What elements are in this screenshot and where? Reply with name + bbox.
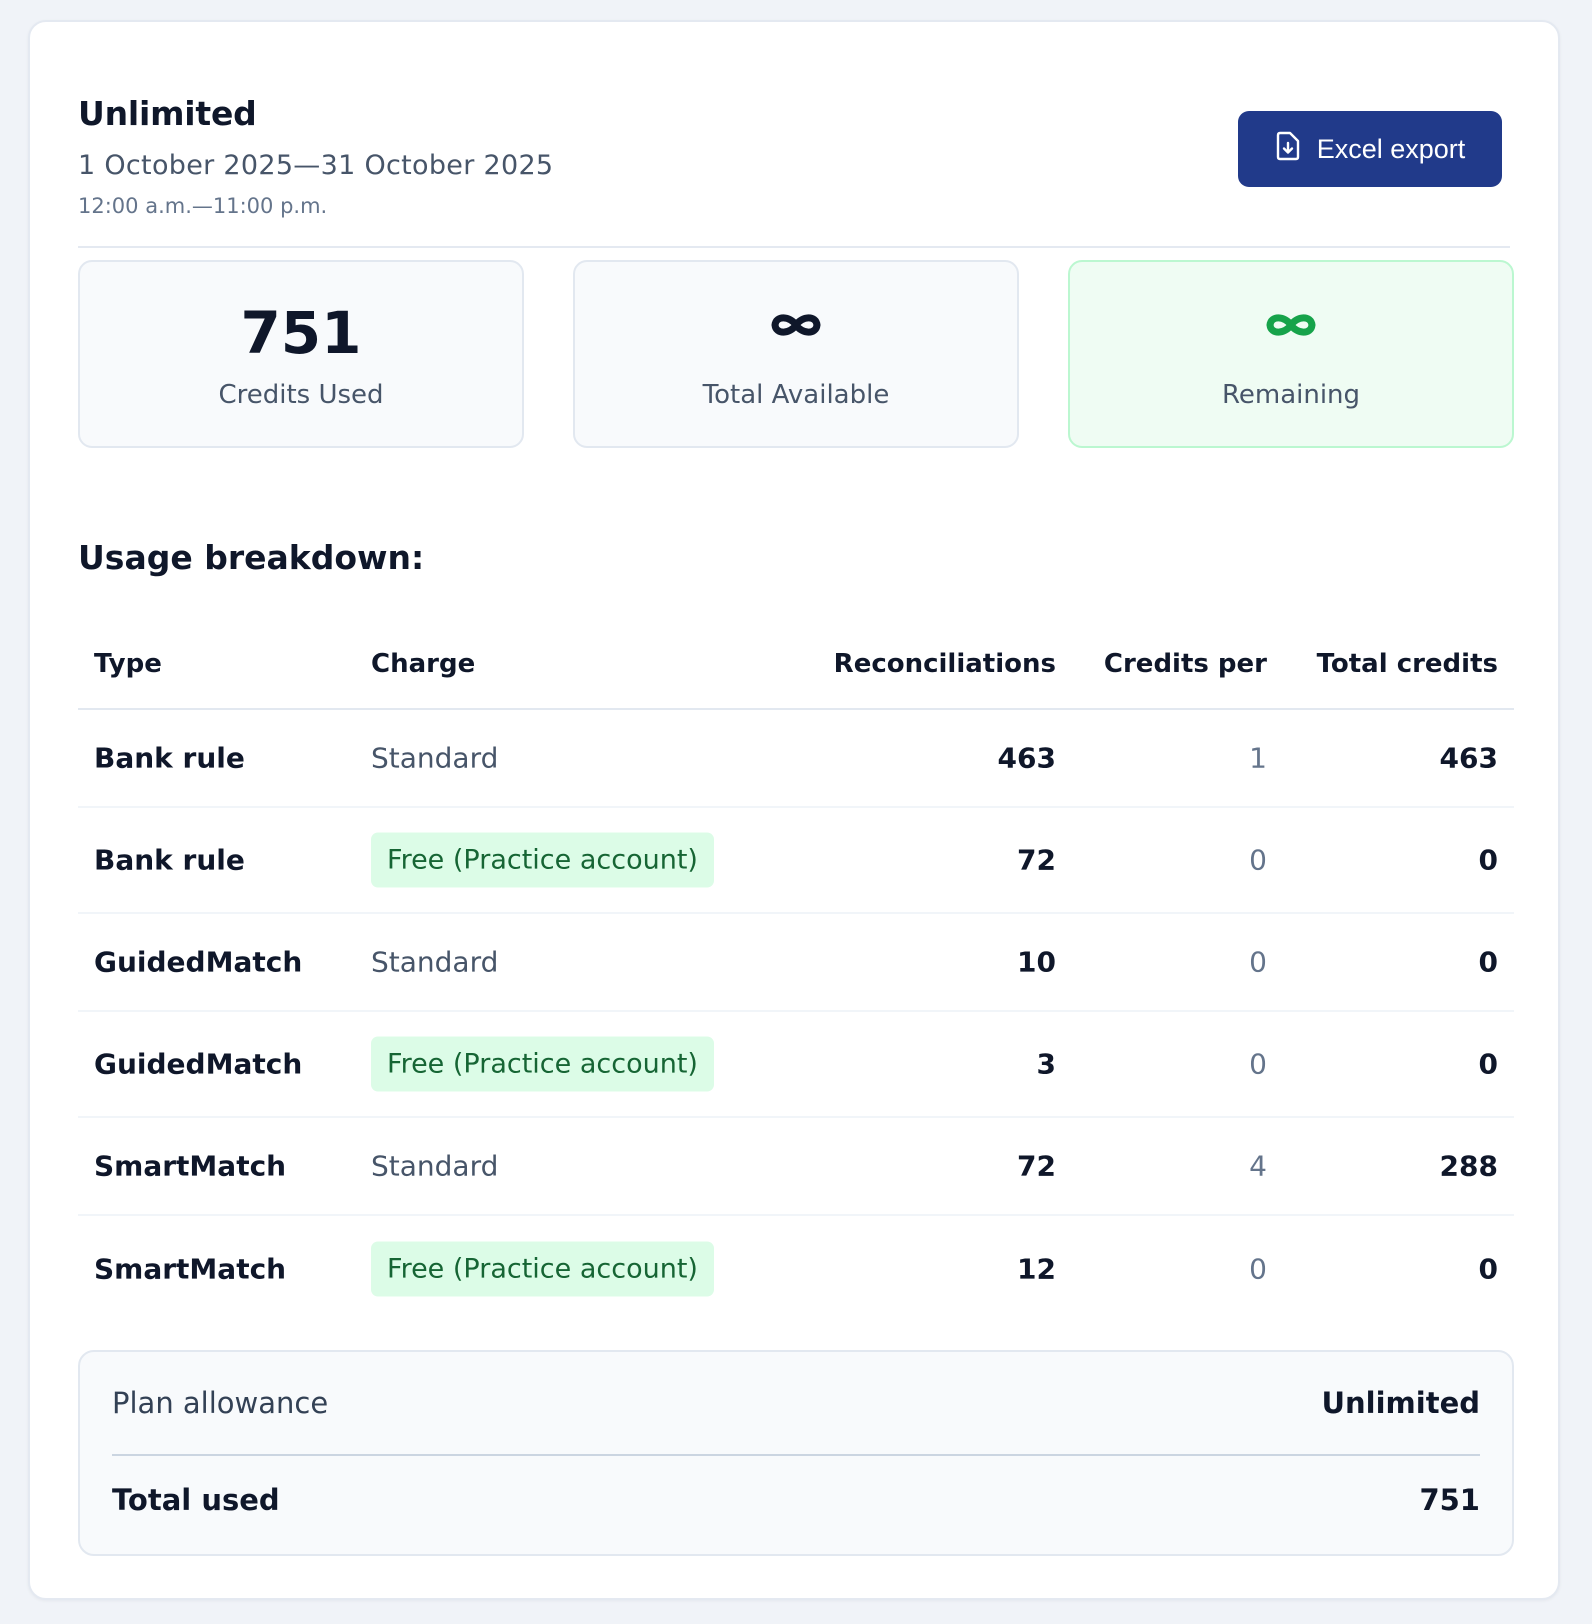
row-charge: Standard bbox=[371, 1149, 499, 1183]
row-credits-per: 0 bbox=[1249, 1047, 1267, 1081]
row-reconciliations: 10 bbox=[1017, 945, 1056, 979]
infinity-icon bbox=[1265, 312, 1317, 342]
usage-breakdown-table: Type Charge Reconciliations Credits per … bbox=[78, 620, 1514, 1322]
row-charge: Free (Practice account) bbox=[371, 1036, 714, 1092]
row-charge: Standard bbox=[371, 741, 499, 775]
row-credits-per: 1 bbox=[1249, 741, 1267, 775]
stat-total-available: Total Available bbox=[573, 260, 1019, 448]
total-available-label: Total Available bbox=[702, 380, 890, 410]
row-type: SmartMatch bbox=[94, 1149, 287, 1183]
row-charge: Standard bbox=[371, 945, 499, 979]
free-badge: Free (Practice account) bbox=[371, 1241, 714, 1297]
row-type: Bank rule bbox=[94, 741, 245, 775]
total-used-value: 751 bbox=[1419, 1483, 1480, 1517]
usage-summary: Plan allowance Unlimited Total used 751 bbox=[78, 1350, 1514, 1556]
stats-row: 751 Credits Used Total Available Remaini… bbox=[78, 260, 1514, 448]
table-row: SmartMatch Free (Practice account) 12 0 … bbox=[78, 1216, 1514, 1322]
row-reconciliations: 12 bbox=[1017, 1252, 1056, 1286]
total-used-row: Total used 751 bbox=[112, 1456, 1480, 1544]
infinity-icon bbox=[770, 312, 822, 342]
table-row: GuidedMatch Free (Practice account) 3 0 … bbox=[78, 1012, 1514, 1118]
usage-breakdown-title: Usage breakdown: bbox=[78, 538, 425, 577]
row-total-credits: 463 bbox=[1439, 741, 1498, 775]
row-type: GuidedMatch bbox=[94, 1047, 303, 1081]
row-total-credits: 0 bbox=[1478, 843, 1498, 877]
credits-used-label: Credits Used bbox=[218, 380, 384, 410]
credits-used-value: 751 bbox=[240, 299, 362, 367]
remaining-label: Remaining bbox=[1221, 380, 1361, 410]
plan-allowance-row: Plan allowance Unlimited bbox=[112, 1352, 1480, 1456]
free-badge: Free (Practice account) bbox=[371, 1036, 714, 1092]
file-download-icon bbox=[1275, 131, 1301, 168]
table-row: SmartMatch Standard 72 4 288 bbox=[78, 1118, 1514, 1216]
usage-header: Unlimited 1 October 2025—31 October 2025… bbox=[78, 70, 1510, 248]
plan-title: Unlimited bbox=[78, 94, 257, 133]
table-row: GuidedMatch Standard 10 0 0 bbox=[78, 914, 1514, 1012]
row-type: Bank rule bbox=[94, 843, 245, 877]
stat-remaining: Remaining bbox=[1068, 260, 1514, 448]
row-reconciliations: 3 bbox=[1036, 1047, 1056, 1081]
row-type: GuidedMatch bbox=[94, 945, 303, 979]
column-header-type: Type bbox=[94, 649, 162, 679]
row-charge: Free (Practice account) bbox=[371, 1241, 714, 1297]
row-reconciliations: 463 bbox=[997, 741, 1056, 775]
row-total-credits: 0 bbox=[1478, 1047, 1498, 1081]
row-total-credits: 288 bbox=[1439, 1149, 1498, 1183]
row-credits-per: 4 bbox=[1249, 1149, 1267, 1183]
row-credits-per: 0 bbox=[1249, 1252, 1267, 1286]
row-credits-per: 0 bbox=[1249, 843, 1267, 877]
plan-allowance-label: Plan allowance bbox=[112, 1386, 329, 1420]
column-header-credits-per: Credits per bbox=[1103, 649, 1267, 679]
row-charge: Free (Practice account) bbox=[371, 832, 714, 888]
row-reconciliations: 72 bbox=[1017, 843, 1056, 877]
total-used-label: Total used bbox=[112, 1483, 280, 1517]
row-total-credits: 0 bbox=[1478, 1252, 1498, 1286]
row-total-credits: 0 bbox=[1478, 945, 1498, 979]
column-header-reconciliations: Reconciliations bbox=[833, 649, 1056, 679]
plan-allowance-value: Unlimited bbox=[1321, 1386, 1480, 1420]
date-range: 1 October 2025—31 October 2025 bbox=[78, 150, 554, 181]
table-row: Bank rule Free (Practice account) 72 0 0 bbox=[78, 808, 1514, 914]
table-header: Type Charge Reconciliations Credits per … bbox=[78, 620, 1514, 710]
excel-export-button[interactable]: Excel export bbox=[1238, 111, 1502, 187]
excel-export-label: Excel export bbox=[1316, 133, 1466, 164]
stat-credits-used: 751 Credits Used bbox=[78, 260, 524, 448]
row-reconciliations: 72 bbox=[1017, 1149, 1056, 1183]
table-row: Bank rule Standard 463 1 463 bbox=[78, 710, 1514, 808]
column-header-charge: Charge bbox=[371, 649, 476, 679]
column-header-total-credits: Total credits bbox=[1316, 649, 1498, 679]
usage-card: Unlimited 1 October 2025—31 October 2025… bbox=[28, 20, 1560, 1600]
row-type: SmartMatch bbox=[94, 1252, 287, 1286]
time-range: 12:00 a.m.—11:00 p.m. bbox=[78, 194, 328, 218]
row-credits-per: 0 bbox=[1249, 945, 1267, 979]
free-badge: Free (Practice account) bbox=[371, 832, 714, 888]
